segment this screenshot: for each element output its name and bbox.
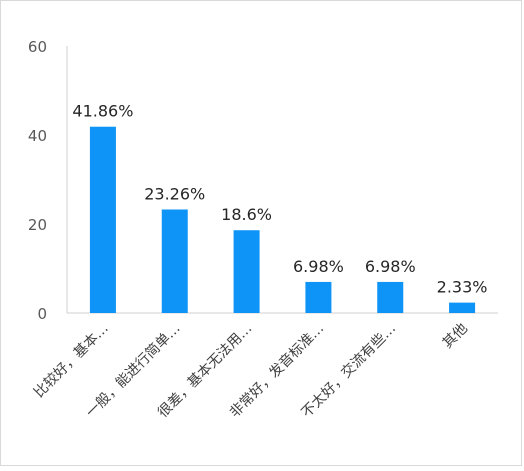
y-tick-label: 60: [28, 38, 47, 56]
data-label: 18.6%: [221, 205, 272, 224]
axes: [66, 46, 498, 314]
data-label: 2.33%: [437, 278, 488, 297]
y-tick-label: 0: [37, 305, 47, 323]
y-tick-label: 20: [28, 216, 47, 234]
y-tick-label: 40: [28, 127, 47, 145]
data-labels: 41.86% 23.26% 18.6% 6.98% 6.98% 2.33%: [72, 102, 487, 297]
x-tick-label: 其他: [440, 321, 471, 352]
bar: [449, 302, 476, 313]
x-tick-labels: 比较好，基本…一般，能进行简单…很差，基本无法用…非常好，发音标准…不太好，交流…: [30, 320, 470, 421]
x-tick-label: 比较好，基本…: [30, 320, 111, 401]
data-label: 41.86%: [72, 102, 133, 121]
bar: [305, 281, 332, 313]
bar: [161, 209, 188, 313]
bar: [89, 126, 116, 314]
bars: [89, 126, 476, 314]
data-label: 6.98%: [365, 257, 416, 276]
data-label: 6.98%: [293, 257, 344, 276]
bar: [377, 281, 404, 313]
bar: [233, 230, 260, 313]
data-label: 23.26%: [144, 184, 205, 203]
y-tick-labels: 0 20 40 60: [28, 38, 47, 323]
